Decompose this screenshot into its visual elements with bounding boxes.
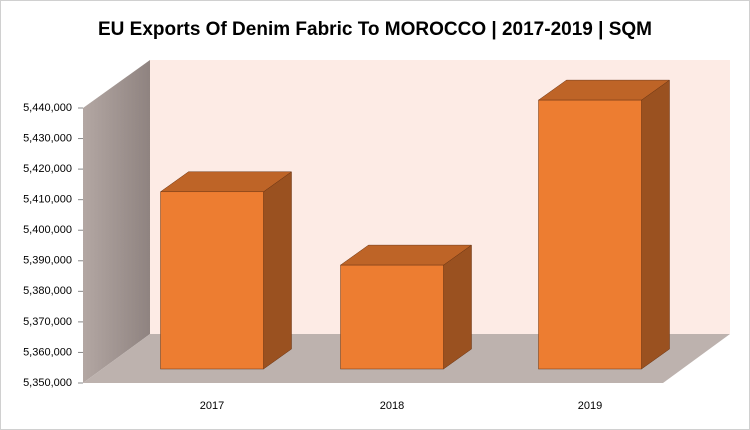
y-tick-label: 5,420,000 xyxy=(23,163,72,175)
y-tick-label: 5,430,000 xyxy=(23,132,72,144)
y-tick-label: 5,440,000 xyxy=(23,102,72,114)
bar-side xyxy=(641,79,670,370)
y-tick-label: 5,370,000 xyxy=(23,316,72,328)
bar-side xyxy=(263,171,292,370)
bar xyxy=(160,191,264,370)
y-tick-label: 5,410,000 xyxy=(23,194,72,206)
x-tick-label: 2019 xyxy=(578,400,602,412)
side-wall xyxy=(83,60,150,383)
y-tick-label: 5,350,000 xyxy=(23,377,72,389)
bar-side xyxy=(443,244,472,370)
x-tick-label: 2018 xyxy=(380,400,404,412)
y-tick-label: 5,380,000 xyxy=(23,285,72,297)
y-tick-label: 5,400,000 xyxy=(23,224,72,236)
x-tick-label: 2017 xyxy=(200,400,224,412)
bar xyxy=(538,99,642,370)
y-tick-label: 5,360,000 xyxy=(23,346,72,358)
bar xyxy=(340,264,444,370)
y-tick-label: 5,390,000 xyxy=(23,255,72,267)
chart-title: EU Exports Of Denim Fabric To MOROCCO | … xyxy=(98,19,652,40)
